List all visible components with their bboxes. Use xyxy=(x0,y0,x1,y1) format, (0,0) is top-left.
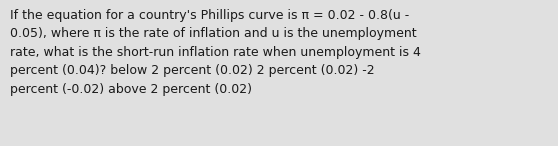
Text: If the equation for a country's Phillips curve is π = 0.02 - 0.8(u -
0.05), wher: If the equation for a country's Phillips… xyxy=(10,9,421,96)
